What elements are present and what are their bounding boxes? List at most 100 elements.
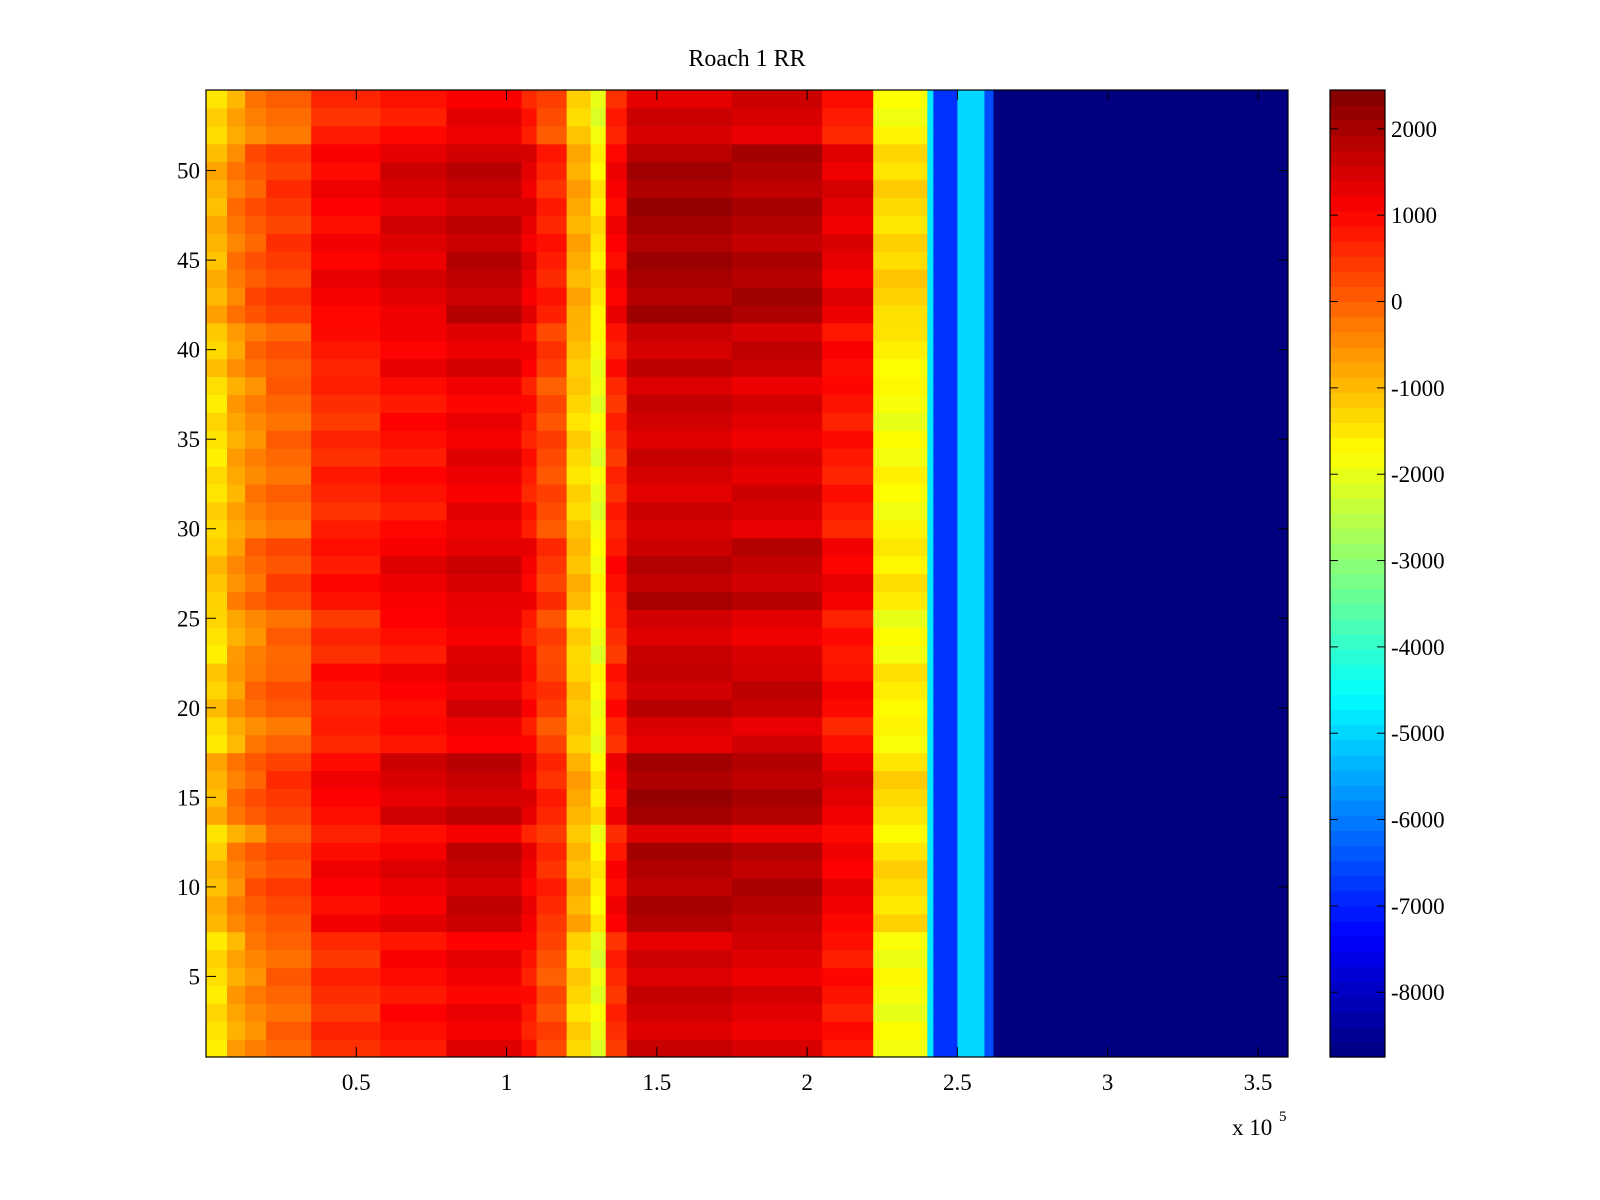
- heatmap-cell: [590, 215, 607, 234]
- heatmap-cell: [536, 269, 568, 288]
- heatmap-cell: [822, 430, 874, 449]
- y-tick-label: 20: [177, 696, 200, 721]
- heatmap-cell: [566, 806, 592, 825]
- heatmap-cell: [984, 501, 995, 521]
- heatmap-cell: [521, 466, 538, 485]
- heatmap-cell: [380, 1039, 448, 1057]
- heatmap-cell: [873, 627, 928, 646]
- heatmap-cell: [605, 734, 628, 754]
- heatmap-cell: [266, 537, 312, 557]
- colorbar-swatch: [1330, 905, 1385, 922]
- heatmap-cell: [446, 125, 523, 145]
- heatmap-cell: [245, 716, 267, 736]
- heatmap-cell: [521, 1003, 538, 1022]
- x-tick-label: 3.5: [1244, 1070, 1273, 1095]
- heatmap-cell: [266, 322, 312, 342]
- heatmap-cell: [446, 716, 523, 736]
- heatmap-cell: [605, 877, 628, 897]
- heatmap-cell: [590, 645, 607, 664]
- colorbar-tick-label: -3000: [1391, 549, 1445, 574]
- heatmap-cell: [536, 770, 568, 789]
- colorbar-swatch: [1330, 105, 1385, 121]
- heatmap-cell: [731, 752, 823, 772]
- heatmap-cell: [927, 949, 934, 969]
- heatmap-cell: [380, 770, 448, 789]
- heatmap-cell: [873, 233, 928, 252]
- heatmap-cell: [927, 537, 934, 557]
- heatmap-cell: [933, 466, 958, 485]
- heatmap-cell: [245, 251, 267, 270]
- heatmap-cell: [822, 555, 874, 575]
- heatmap-cell: [521, 412, 538, 431]
- heatmap-cell: [822, 985, 874, 1004]
- heatmap-cell: [927, 734, 934, 754]
- heatmap-cell: [984, 698, 995, 718]
- heatmap-cell: [311, 1039, 381, 1057]
- heatmap-cell: [605, 752, 628, 772]
- heatmap-cell: [993, 358, 1288, 378]
- heatmap-cell: [984, 842, 995, 861]
- heatmap-cell: [590, 931, 607, 951]
- heatmap-cell: [311, 448, 381, 467]
- heatmap-cell: [227, 161, 246, 181]
- heatmap-cell: [227, 573, 246, 593]
- heatmap-cell: [566, 824, 592, 843]
- heatmap-cell: [521, 734, 538, 754]
- x-axis-multiplier-exponent: 5: [1279, 1109, 1287, 1125]
- heatmap-cell: [206, 788, 228, 807]
- heatmap-cell: [446, 304, 523, 324]
- heatmap-cell: [536, 179, 568, 199]
- heatmap-cell: [822, 322, 874, 342]
- heatmap-cell: [873, 949, 928, 969]
- heatmap-cell: [957, 1021, 986, 1040]
- heatmap-cell: [984, 269, 995, 288]
- heatmap-cell: [605, 860, 628, 879]
- heatmap-cell: [566, 519, 592, 539]
- heatmap-cell: [536, 895, 568, 915]
- heatmap-cell: [731, 949, 823, 969]
- heatmap-cell: [206, 286, 228, 306]
- heatmap-cell: [566, 788, 592, 807]
- heatmap-cell: [984, 734, 995, 754]
- heatmap-cell: [536, 304, 568, 324]
- heatmap-cell: [206, 251, 228, 270]
- heatmap-cell: [957, 627, 986, 646]
- heatmap-cell: [626, 215, 733, 234]
- heatmap-cell: [626, 519, 733, 539]
- heatmap-cell: [446, 645, 523, 664]
- heatmap-cell: [873, 107, 928, 127]
- heatmap-cell: [993, 949, 1288, 969]
- heatmap-cell: [933, 824, 958, 843]
- heatmap-cell: [245, 752, 267, 772]
- heatmap-cell: [626, 1003, 733, 1022]
- heatmap-cell: [626, 322, 733, 342]
- heatmap-cell: [590, 125, 607, 145]
- colorbar-swatch: [1330, 633, 1385, 650]
- heatmap-cell: [266, 645, 312, 664]
- heatmap-cell: [227, 501, 246, 521]
- heatmap-cell: [206, 215, 228, 234]
- heatmap-cell: [605, 358, 628, 378]
- heatmap-cell: [873, 967, 928, 986]
- heatmap-cell: [245, 734, 267, 754]
- heatmap-cell: [266, 501, 312, 521]
- heatmap-cell: [933, 448, 958, 467]
- heatmap-cell: [984, 1039, 995, 1057]
- heatmap-cell: [927, 806, 934, 825]
- heatmap-cell: [993, 376, 1288, 396]
- heatmap-cell: [311, 394, 381, 413]
- heatmap-cell: [822, 573, 874, 593]
- heatmap-cell: [605, 179, 628, 199]
- heatmap-cell: [536, 251, 568, 270]
- heatmap-cell: [605, 1003, 628, 1022]
- heatmap-cell: [927, 627, 934, 646]
- heatmap-cell: [993, 430, 1288, 449]
- heatmap-cell: [206, 483, 228, 503]
- heatmap-cell: [380, 645, 448, 664]
- heatmap-cell: [993, 698, 1288, 718]
- colorbar-swatch: [1330, 573, 1385, 590]
- heatmap-cell: [536, 788, 568, 807]
- heatmap-cell: [266, 1039, 312, 1057]
- heatmap-cell: [311, 949, 381, 969]
- heatmap-cell: [245, 394, 267, 413]
